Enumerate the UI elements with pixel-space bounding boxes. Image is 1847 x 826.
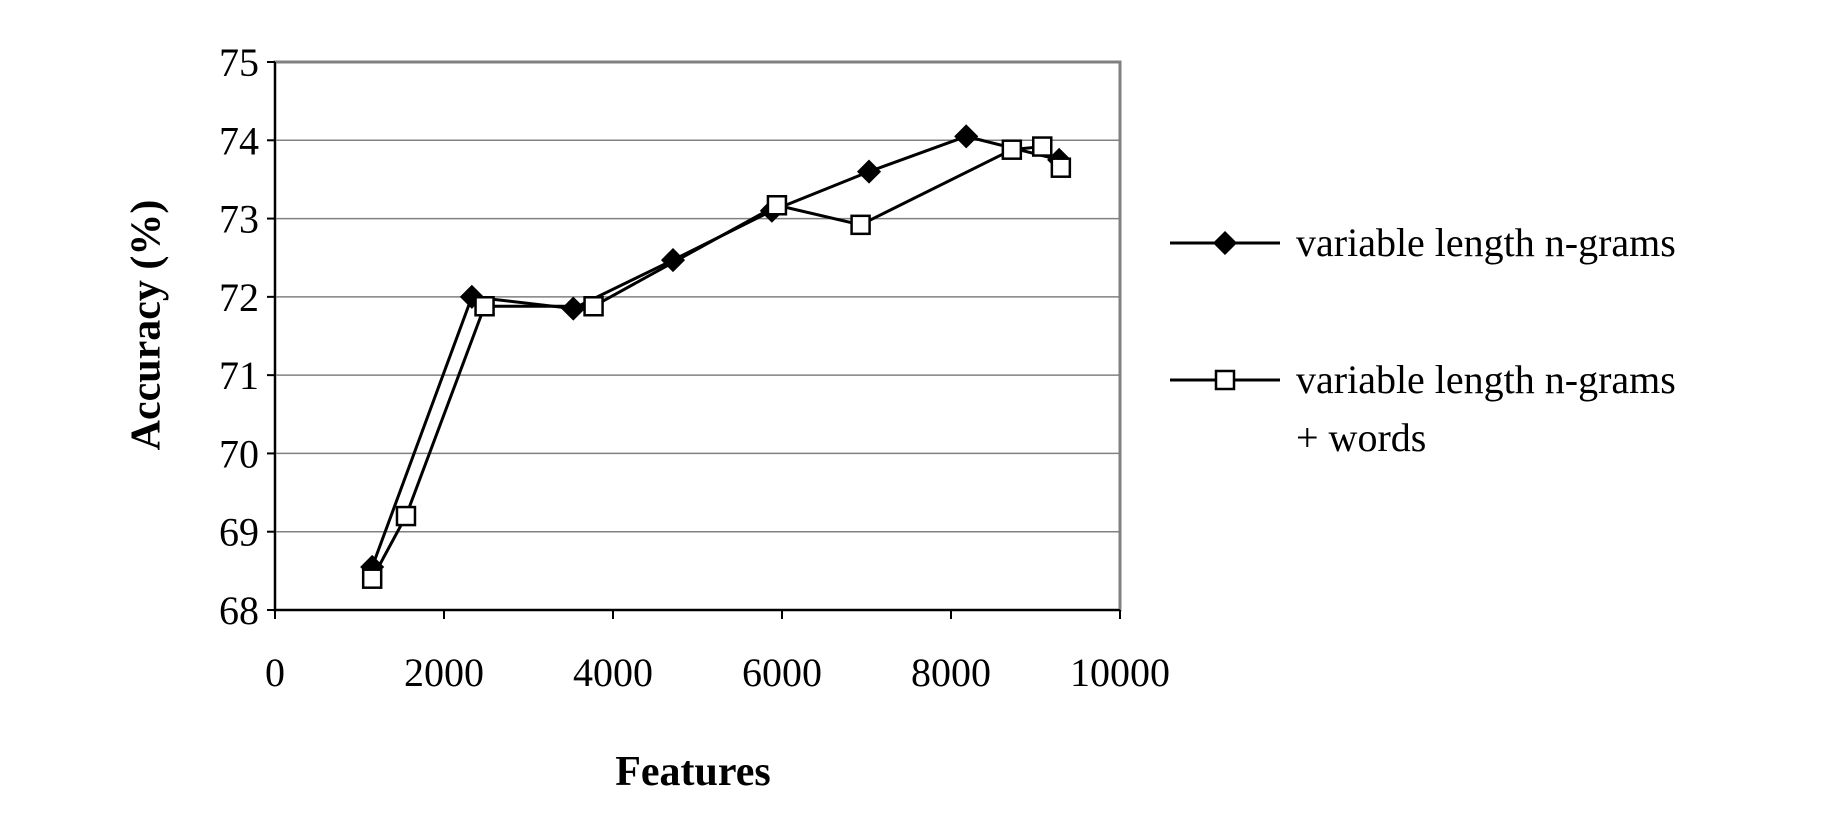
data-point: [850, 214, 871, 236]
y-tick-label: 74: [219, 118, 259, 163]
x-axis-ticks: 0 2000 4000 6000 8000 10000: [265, 610, 1170, 695]
y-tick-label: 73: [219, 197, 259, 242]
legend-item-1: variable length n-grams: [1170, 220, 1676, 265]
data-point: [474, 296, 495, 317]
legend-item-2: variable length n-grams + words: [1170, 357, 1676, 460]
legend-label: variable length n-grams: [1296, 357, 1676, 402]
legend-marker: [1214, 369, 1236, 391]
series-layer: [360, 124, 1072, 589]
x-tick-label: 4000: [573, 650, 653, 695]
x-tick-label: 2000: [404, 650, 484, 695]
legend-label: + words: [1296, 415, 1426, 460]
y-tick-label: 71: [219, 353, 259, 398]
y-tick-label: 69: [219, 510, 259, 555]
x-axis-title: Features: [615, 749, 771, 795]
y-axis-title: Accuracy (%): [124, 200, 170, 451]
data-point: [954, 124, 979, 149]
y-tick-label: 68: [219, 588, 259, 633]
data-point: [561, 296, 586, 321]
data-point: [361, 568, 383, 589]
data-point: [1001, 139, 1023, 160]
data-point: [395, 505, 417, 527]
data-point: [1050, 157, 1072, 178]
legend-label: variable length n-grams: [1296, 220, 1676, 265]
series-2: [361, 136, 1072, 589]
x-tick-label: 0: [265, 650, 285, 695]
legend-marker: [1212, 230, 1238, 256]
x-tick-label: 6000: [742, 650, 822, 695]
series-line: [370, 134, 1060, 568]
data-point: [1032, 136, 1053, 157]
series-line: [370, 144, 1062, 580]
x-tick-label: 10000: [1070, 650, 1170, 695]
y-axis-ticks: 68 69 70 71 72 73 74 75: [219, 40, 275, 633]
y-tick-label: 70: [219, 431, 259, 476]
y-tick-label: 72: [219, 275, 259, 320]
grid-lines: [275, 139, 1120, 533]
x-tick-label: 8000: [911, 650, 991, 695]
data-point: [766, 195, 788, 216]
data-point: [583, 296, 604, 317]
data-point: [856, 159, 882, 184]
y-tick-label: 75: [219, 40, 259, 85]
